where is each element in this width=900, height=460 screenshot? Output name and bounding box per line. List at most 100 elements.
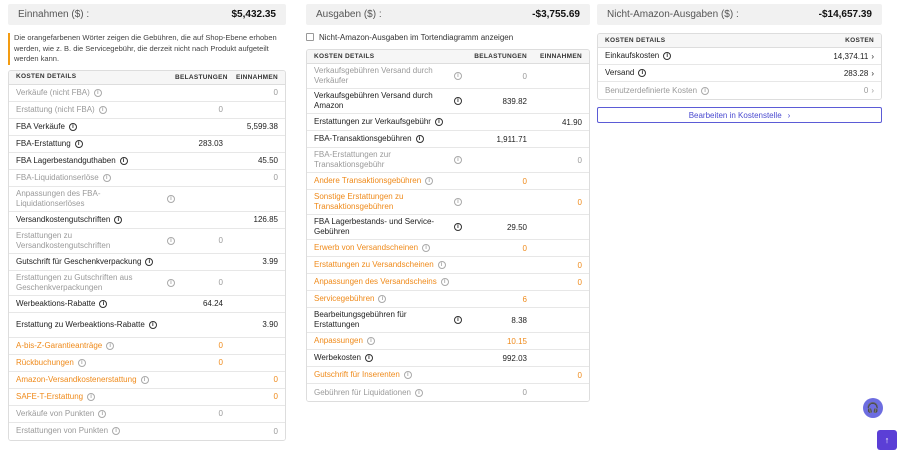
row-label: Erwerb von Versandscheinen i bbox=[307, 243, 462, 253]
info-icon[interactable]: i bbox=[437, 261, 446, 269]
info-icon[interactable]: i bbox=[99, 299, 108, 308]
info-icon[interactable]: i bbox=[167, 194, 175, 203]
info-icon[interactable]: i bbox=[415, 135, 424, 143]
row-label-text: FBA Lagerbestands- und Service-Gebühren bbox=[314, 217, 435, 236]
info-icon[interactable]: i bbox=[140, 375, 149, 384]
non-amazon-table: KOSTEN DETAILS KOSTEN Einkaufskosten i 14,… bbox=[597, 33, 882, 100]
row-value-b: 0 bbox=[522, 243, 527, 253]
info-icon[interactable]: i bbox=[414, 388, 423, 397]
info-icon[interactable]: i bbox=[167, 278, 175, 287]
income-table: KOSTEN DETAILS BELASTUNGEN EINNAHMEN Ver… bbox=[8, 69, 286, 441]
info-icon[interactable]: i bbox=[454, 316, 462, 324]
row-label: Erstattungen zu Versandkostengutschrifte… bbox=[9, 231, 175, 251]
info-icon[interactable]: i bbox=[403, 371, 412, 379]
info-icon[interactable]: i bbox=[434, 118, 443, 126]
row-label-text: Benutzerdefinierte Kosten bbox=[605, 85, 698, 95]
table-row: Verkäufe von Punkten i 0 bbox=[9, 405, 285, 423]
info-icon[interactable]: i bbox=[366, 337, 375, 345]
pie-chart-checkbox[interactable] bbox=[306, 33, 314, 41]
table-row: Verkaufsgebühren Versand durch Amazon i 83… bbox=[307, 89, 589, 114]
table-row: FBA-Erstattung i 283.03 bbox=[9, 135, 285, 153]
headset-icon[interactable]: 🎧 bbox=[863, 398, 883, 418]
pie-chart-checkbox-label: Nicht-Amazon-Ausgaben im Tortendiagramm … bbox=[319, 32, 514, 42]
row-value-b: 64.24 bbox=[202, 299, 223, 308]
table-row: Erwerb von Versandscheinen i 0 bbox=[307, 240, 589, 257]
row-label: FBA Lagerbestands- und Service-Gebühren i bbox=[307, 217, 462, 237]
table-row: FBA-Transaktionsgebühren i 1,911.71 bbox=[307, 131, 589, 148]
row-label-text: Erstattungen zu Versandkostengutschrifte… bbox=[16, 230, 111, 250]
row-value-e: 0 bbox=[577, 197, 582, 207]
table-row: SAFE-T-Erstattung i 0 bbox=[9, 388, 285, 406]
info-icon[interactable]: i bbox=[454, 72, 462, 80]
info-icon[interactable]: i bbox=[167, 236, 175, 245]
table-row: Bearbeitungsgebühren für Erstattungen i 8.… bbox=[307, 308, 589, 333]
table-row[interactable]: Einkaufskosten i 14,374.11 › bbox=[598, 48, 881, 65]
non-amazon-rows: Einkaufskosten i 14,374.11 › Versand i 283.28 ›… bbox=[598, 48, 881, 99]
info-icon[interactable]: i bbox=[98, 105, 107, 114]
row-label-text: SAFE-T-Erstattung bbox=[16, 391, 84, 401]
info-icon[interactable]: i bbox=[98, 409, 107, 418]
info-icon[interactable]: i bbox=[440, 278, 449, 286]
info-icon[interactable]: i bbox=[102, 173, 111, 182]
arrow-up-icon[interactable]: ↑ bbox=[877, 430, 897, 450]
header-belastungen: BELASTUNGEN bbox=[474, 53, 527, 60]
info-icon[interactable]: i bbox=[701, 86, 710, 95]
info-icon[interactable]: i bbox=[454, 156, 462, 164]
table-row: Servicegebühren i 6 bbox=[307, 291, 589, 308]
pie-chart-checkbox-row[interactable]: Nicht-Amazon-Ausgaben im Tortendiagramm … bbox=[306, 31, 590, 43]
info-icon[interactable]: i bbox=[148, 320, 157, 329]
row-value-text: 14,374.11 bbox=[833, 51, 869, 61]
row-label: Werbekosten i bbox=[307, 353, 462, 363]
table-row: Erstattung (nicht FBA) i 0 bbox=[9, 101, 285, 119]
row-label-text: Amazon-Versandkostenerstattung bbox=[16, 374, 137, 384]
row-label-text: Gebühren für Liquidationen bbox=[314, 387, 411, 397]
header-einnahmen: EINNAHMEN bbox=[539, 53, 582, 60]
info-icon[interactable]: i bbox=[119, 156, 128, 165]
info-icon[interactable]: i bbox=[87, 392, 96, 401]
row-label: Einkaufskosten i bbox=[598, 51, 811, 61]
info-icon[interactable]: i bbox=[638, 69, 647, 77]
row-value-b: 0 bbox=[522, 176, 527, 186]
row-value-e: 0 bbox=[577, 277, 582, 287]
info-icon[interactable]: i bbox=[454, 223, 462, 231]
row-value-b: 1,911.71 bbox=[496, 134, 527, 144]
info-icon[interactable]: i bbox=[68, 122, 77, 131]
info-icon[interactable]: i bbox=[663, 52, 672, 60]
info-icon[interactable]: i bbox=[454, 97, 462, 105]
expenses-summary-label: Ausgaben ($) : bbox=[316, 9, 382, 20]
row-label: Erstattungen zu Gutschriften aus Geschen… bbox=[9, 273, 175, 293]
row-value-b: 0 bbox=[218, 341, 223, 350]
info-icon[interactable]: i bbox=[365, 354, 373, 362]
row-value-b: 0 bbox=[218, 278, 223, 287]
info-icon[interactable]: i bbox=[454, 198, 462, 206]
info-icon[interactable]: i bbox=[106, 341, 115, 350]
info-icon[interactable]: i bbox=[93, 88, 102, 97]
row-value-kosten: 0 › bbox=[811, 86, 881, 95]
chevron-right-icon[interactable]: › bbox=[871, 68, 874, 78]
info-icon[interactable]: i bbox=[112, 427, 121, 435]
header-kosten-details: KOSTEN DETAILS bbox=[16, 73, 77, 80]
header-einnahmen: EINNAHMEN bbox=[235, 73, 278, 81]
table-row[interactable]: Versand i 283.28 › bbox=[598, 65, 881, 82]
info-icon[interactable]: i bbox=[378, 295, 387, 303]
edit-in-cost-center-button[interactable]: Bearbeiten in Kostenstelle › bbox=[597, 107, 882, 123]
chevron-right-icon[interactable]: › bbox=[871, 51, 874, 61]
info-icon[interactable]: i bbox=[422, 244, 431, 252]
row-label-text: Rückbuchungen bbox=[16, 357, 74, 367]
row-label: Anpassungen i bbox=[307, 336, 462, 346]
info-icon[interactable]: i bbox=[77, 358, 86, 367]
row-label: Bearbeitungsgebühren für Erstattungen i bbox=[307, 310, 462, 330]
chevron-right-icon[interactable]: › bbox=[871, 86, 874, 95]
row-value-b: 0 bbox=[218, 105, 223, 114]
row-label: Erstattung zu Werbeaktions-Rabatte i bbox=[9, 320, 175, 330]
info-icon[interactable]: i bbox=[74, 139, 83, 148]
row-value-e: 0 bbox=[273, 392, 278, 401]
info-icon[interactable]: i bbox=[145, 257, 154, 266]
row-label: Gutschrift für Geschenkverpackung i bbox=[9, 257, 175, 267]
info-icon[interactable]: i bbox=[114, 215, 123, 224]
income-rows: Verkäufe (nicht FBA) i 0 Erstattung (nicht … bbox=[9, 84, 285, 440]
info-icon[interactable]: i bbox=[425, 177, 434, 185]
table-row: Anpassungen des Versandscheins i 0 bbox=[307, 274, 589, 291]
header-kosten-details: KOSTEN DETAILS bbox=[605, 36, 666, 44]
table-row[interactable]: Benutzerdefinierte Kosten i 0 › bbox=[598, 82, 881, 99]
